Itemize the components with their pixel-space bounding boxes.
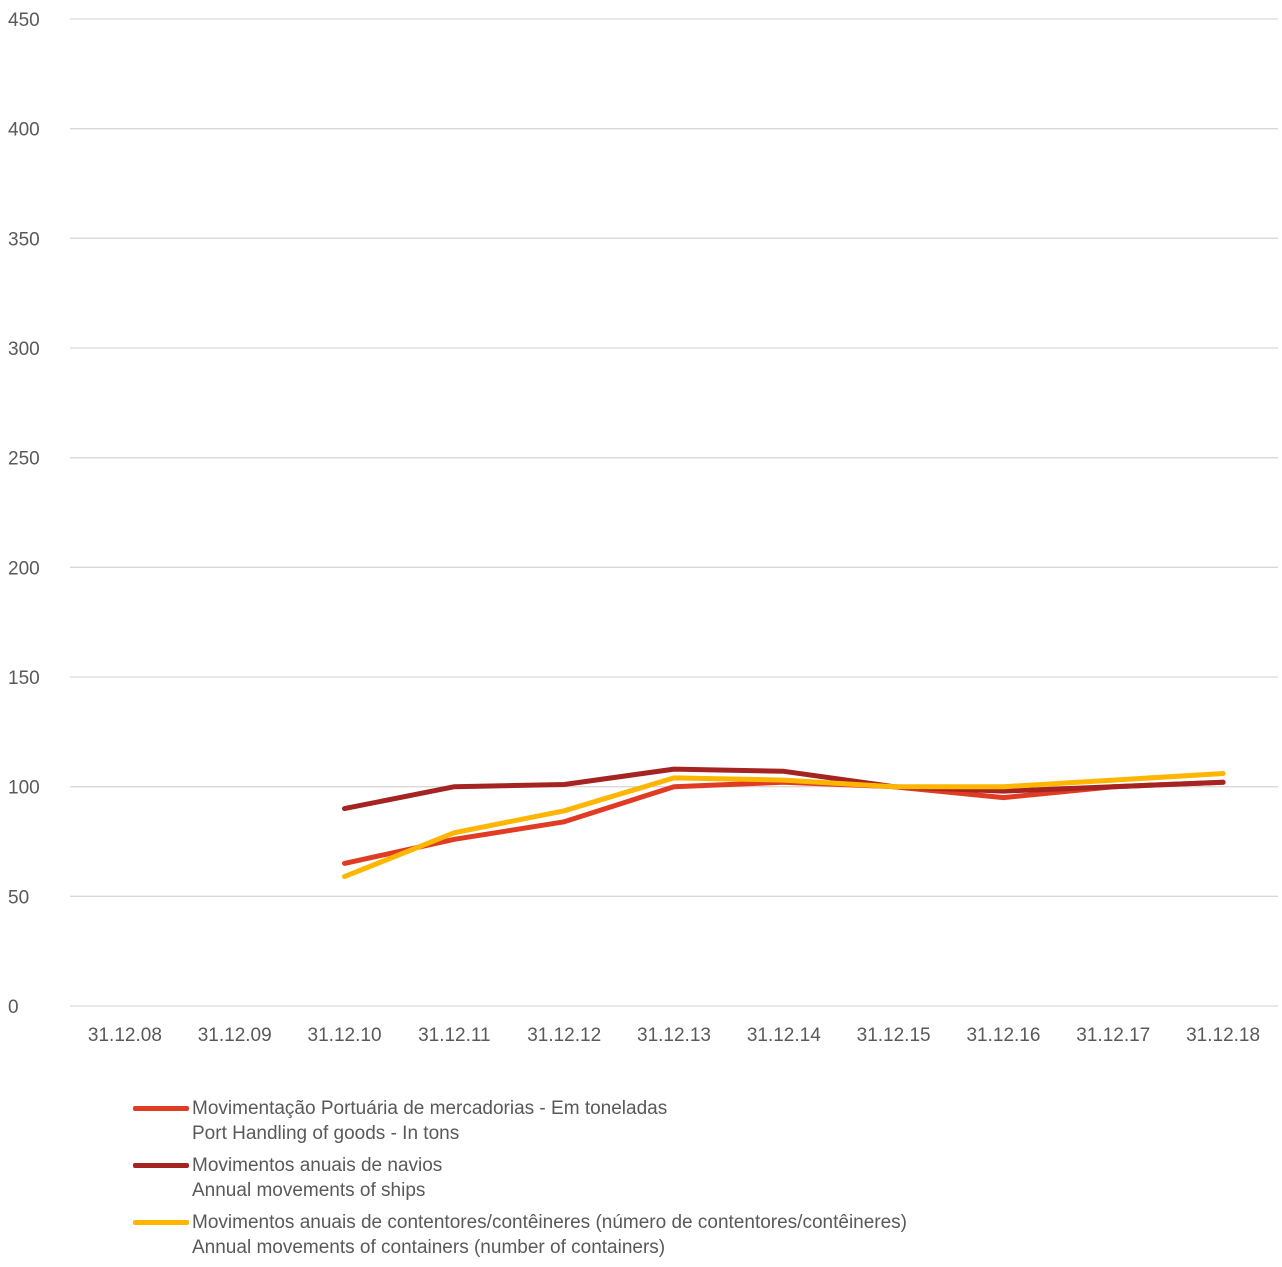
- series-line-1: [342, 766, 1226, 812]
- y-tick-label: 300: [8, 339, 40, 360]
- x-tick-label: 31.12.11: [418, 1025, 491, 1046]
- x-tick-label: 31.12.16: [966, 1025, 1040, 1046]
- legend-label-pt: Movimentos anuais de navios: [192, 1155, 443, 1176]
- x-tick-label: 31.12.09: [198, 1025, 272, 1046]
- legend-label-pt: Movimentação Portuária de mercadorias - …: [192, 1098, 668, 1119]
- y-tick-label: 200: [8, 558, 40, 579]
- legend-label-pt: Movimentos anuais de contentores/contêin…: [192, 1212, 908, 1233]
- y-tick-label: 0: [8, 997, 19, 1018]
- series-lines: [342, 766, 1226, 880]
- legend-item-port-handling: Movimentação Portuária de mercadorias - …: [133, 1096, 907, 1146]
- y-tick-label: 350: [8, 229, 40, 250]
- x-tick-label: 31.12.14: [747, 1025, 821, 1046]
- y-tick-label: 400: [8, 120, 40, 141]
- legend-label-en: Annual movements of containers (number o…: [192, 1237, 666, 1258]
- x-tick-label: 31.12.18: [1186, 1025, 1260, 1046]
- series-line-2: [342, 771, 1226, 880]
- y-tick-label: 250: [8, 449, 40, 470]
- legend-swatch-containers: [133, 1220, 189, 1225]
- x-axis-ticks: 31.12.08 31.12.09 31.12.10 31.12.11 31.12.12…: [88, 1025, 1260, 1046]
- x-tick-label: 31.12.15: [857, 1025, 931, 1046]
- y-tick-label: 100: [8, 778, 40, 799]
- x-tick-label: 31.12.08: [88, 1025, 162, 1046]
- y-tick-label: 50: [8, 887, 29, 908]
- x-tick-label: 31.12.10: [308, 1025, 382, 1046]
- gridlines: [70, 18, 1278, 1007]
- legend-swatch-port-handling: [133, 1106, 189, 1111]
- x-tick-label: 31.12.13: [637, 1025, 711, 1046]
- legend-item-containers: Movimentos anuais de contentores/contêin…: [133, 1210, 907, 1260]
- y-axis-ticks: 0 50 100 150 200 250 300 350 400 450: [8, 10, 40, 1018]
- x-tick-label: 31.12.17: [1076, 1025, 1150, 1046]
- legend-swatch-ships: [133, 1163, 189, 1168]
- legend-item-ships: Movimentos anuais de navios Annual movem…: [133, 1153, 907, 1203]
- y-tick-label: 150: [8, 668, 40, 689]
- legend-label-en: Port Handling of goods - In tons: [192, 1123, 460, 1144]
- legend-label-en: Annual movements of ships: [192, 1180, 426, 1201]
- x-tick-label: 31.12.12: [527, 1025, 601, 1046]
- y-tick-label: 450: [8, 10, 40, 31]
- series-line-0: [342, 779, 1226, 866]
- legend: Movimentação Portuária de mercadorias - …: [133, 1096, 907, 1267]
